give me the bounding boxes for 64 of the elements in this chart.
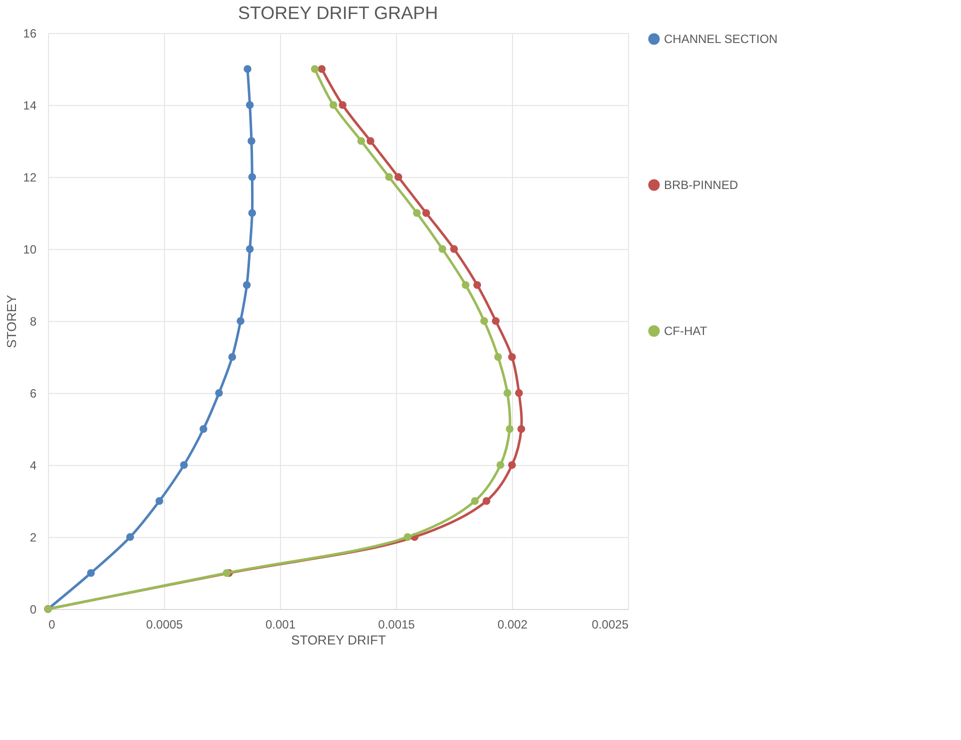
- point: [450, 245, 458, 253]
- chart-title: STOREY DRIFT GRAPH: [238, 3, 438, 23]
- x-tick-label: 0.0005: [146, 618, 184, 632]
- point: [244, 65, 252, 73]
- point: [242, 281, 251, 289]
- point: [482, 497, 490, 505]
- point: [471, 497, 479, 505]
- point: [246, 245, 254, 253]
- x-tick-label: 0.0025: [592, 618, 629, 632]
- point: [394, 173, 402, 181]
- y-tick-label: 0: [30, 602, 37, 616]
- point: [366, 137, 374, 145]
- point: [438, 245, 446, 253]
- legend-label: BRB-PINNED: [664, 178, 738, 192]
- point: [222, 569, 231, 577]
- point: [155, 497, 164, 505]
- point: [385, 173, 393, 181]
- legend-label: CF-HAT: [664, 324, 708, 338]
- point: [492, 317, 500, 325]
- point: [494, 353, 502, 361]
- point: [228, 353, 236, 361]
- point: [180, 461, 188, 469]
- point: [517, 425, 526, 433]
- point: [506, 425, 514, 433]
- y-tick-label: 14: [23, 98, 37, 112]
- point: [126, 533, 134, 541]
- point: [508, 461, 516, 469]
- point: [338, 101, 347, 109]
- point: [480, 317, 488, 325]
- x-tick-label: 0.002: [497, 618, 528, 632]
- x-axis-title: STOREY DRIFT: [291, 632, 386, 648]
- point: [508, 353, 516, 361]
- point: [329, 101, 338, 109]
- point: [318, 65, 326, 73]
- x-tick-label: 0: [48, 618, 56, 632]
- y-tick-label: 2: [30, 530, 37, 544]
- point: [236, 317, 244, 325]
- x-tick-label: 0.001: [265, 618, 296, 632]
- point: [248, 209, 256, 217]
- y-axis-title: STOREY: [4, 294, 20, 348]
- x-tick-label: 0.0015: [378, 618, 416, 632]
- legend-label: CHANNEL SECTION: [664, 32, 778, 46]
- point: [422, 209, 430, 217]
- point: [515, 389, 523, 397]
- y-tick-label: 6: [30, 386, 37, 400]
- point: [462, 281, 470, 289]
- point: [503, 389, 512, 397]
- point: [413, 209, 421, 217]
- point: [246, 101, 254, 109]
- point: [200, 425, 208, 433]
- y-tick-label: 12: [23, 170, 37, 184]
- point: [310, 65, 319, 73]
- point: [87, 569, 95, 577]
- y-tick-label: 8: [30, 314, 37, 328]
- y-tick-label: 16: [23, 26, 37, 40]
- point: [496, 461, 504, 469]
- point: [357, 137, 366, 145]
- point: [473, 281, 482, 289]
- y-tick-label: 10: [23, 242, 37, 256]
- point: [248, 137, 256, 145]
- point: [404, 533, 412, 541]
- point: [248, 173, 256, 181]
- point: [215, 389, 223, 397]
- y-tick-label: 4: [30, 458, 37, 472]
